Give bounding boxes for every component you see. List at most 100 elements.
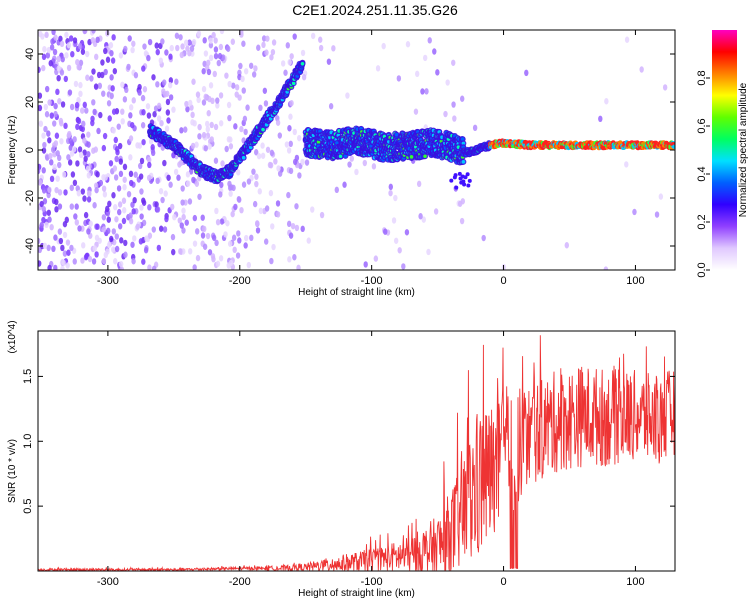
- noise-speckle: [123, 239, 128, 247]
- noise-speckle: [44, 85, 50, 93]
- noise-speckle: [122, 207, 127, 214]
- noise-speckle: [213, 123, 219, 131]
- noise-speckle: [109, 74, 114, 81]
- noise-speckle: [117, 201, 123, 208]
- noise-speckle: [57, 98, 62, 105]
- noise-speckle: [64, 52, 69, 59]
- noise-speckle: [287, 125, 292, 132]
- noise-speckle: [101, 144, 107, 152]
- noise-speckle: [202, 225, 207, 233]
- noise-speckle: [443, 110, 448, 118]
- noise-speckle: [107, 200, 112, 208]
- noise-speckle: [265, 35, 270, 42]
- noise-speckle: [142, 86, 148, 93]
- y-tick-label: -40: [24, 238, 36, 254]
- noise-speckle: [227, 80, 232, 88]
- noise-speckle: [92, 245, 98, 252]
- noise-speckle: [262, 87, 268, 94]
- noise-speckle: [63, 75, 69, 83]
- noise-speckle: [264, 205, 270, 212]
- noise-speckle: [128, 218, 134, 225]
- noise-speckle: [194, 141, 199, 148]
- noise-speckle: [215, 260, 221, 267]
- noise-speckle: [218, 255, 224, 262]
- noise-speckle: [135, 142, 140, 149]
- noise-speckle: [224, 145, 229, 153]
- noise-speckle: [197, 133, 202, 140]
- noise-speckle: [207, 95, 212, 103]
- noise-speckle: [131, 40, 136, 47]
- noise-speckle: [179, 127, 184, 134]
- noise-speckle: [49, 112, 54, 119]
- noise-speckle: [131, 97, 136, 104]
- noise-speckle: [283, 69, 288, 76]
- noise-speckle: [58, 237, 64, 245]
- noise-speckle: [103, 68, 108, 76]
- noise-speckle: [113, 204, 118, 211]
- noise-speckle: [72, 179, 78, 187]
- noise-speckle: [310, 206, 315, 213]
- noise-speckle: [66, 154, 71, 161]
- noise-speckle: [112, 67, 118, 75]
- noise-speckle: [319, 211, 325, 219]
- x-tick-label: 0: [500, 576, 506, 588]
- noise-speckle: [261, 35, 267, 42]
- noise-speckle: [328, 103, 334, 110]
- noise-speckle: [120, 118, 125, 125]
- noise-speckle: [180, 185, 185, 192]
- noise-speckle: [280, 60, 286, 67]
- noise-speckle: [51, 245, 56, 252]
- snr-plot-area: [38, 335, 675, 571]
- noise-speckle: [63, 189, 68, 196]
- noise-speckle: [288, 232, 294, 239]
- noise-speckle: [80, 48, 86, 55]
- noise-speckle: [109, 235, 114, 243]
- noise-speckle: [269, 257, 274, 265]
- noise-speckle: [121, 217, 127, 225]
- noise-speckle: [77, 43, 83, 50]
- noise-speckle: [91, 258, 97, 265]
- noise-speckle: [404, 229, 410, 236]
- noise-speckle: [334, 186, 340, 194]
- x-axis-label: Height of straight line (km): [298, 287, 415, 298]
- noise-speckle: [75, 58, 80, 66]
- noise-speckle: [68, 144, 73, 151]
- noise-speckle: [180, 199, 185, 206]
- noise-speckle: [168, 53, 173, 60]
- noise-speckle: [185, 45, 190, 52]
- noise-speckle: [56, 55, 61, 63]
- noise-speckle: [49, 223, 54, 231]
- noise-speckle: [103, 47, 108, 55]
- noise-speckle: [69, 203, 74, 210]
- noise-speckle: [159, 120, 164, 127]
- noise-speckle: [396, 75, 402, 82]
- x-tick-label: 0: [500, 275, 506, 287]
- noise-speckle: [226, 101, 232, 109]
- noise-speckle: [85, 74, 90, 81]
- noise-speckle: [53, 34, 58, 41]
- noise-speckle: [66, 249, 71, 256]
- noise-speckle: [184, 219, 189, 226]
- x-tick-label: 100: [626, 275, 644, 287]
- noise-speckle: [180, 43, 185, 50]
- noise-speckle: [41, 147, 47, 154]
- noise-speckle: [95, 171, 100, 178]
- noise-speckle: [130, 46, 135, 54]
- noise-speckle: [155, 48, 160, 56]
- noise-speckle: [236, 169, 241, 176]
- noise-speckle: [47, 186, 52, 194]
- noise-speckle: [110, 246, 116, 253]
- noise-speckle: [122, 176, 127, 183]
- noise-speckle: [181, 213, 186, 221]
- noise-speckle: [177, 161, 182, 168]
- noise-speckle: [166, 117, 171, 124]
- noise-speckle: [53, 234, 58, 241]
- noise-speckle: [150, 144, 155, 151]
- noise-speckle: [277, 132, 282, 139]
- ridge-halo: [467, 178, 472, 183]
- noise-speckle: [604, 98, 609, 105]
- y-tick-label: 0: [24, 147, 36, 153]
- noise-speckle: [213, 157, 219, 164]
- noise-speckle: [105, 56, 111, 63]
- noise-speckle: [83, 155, 88, 162]
